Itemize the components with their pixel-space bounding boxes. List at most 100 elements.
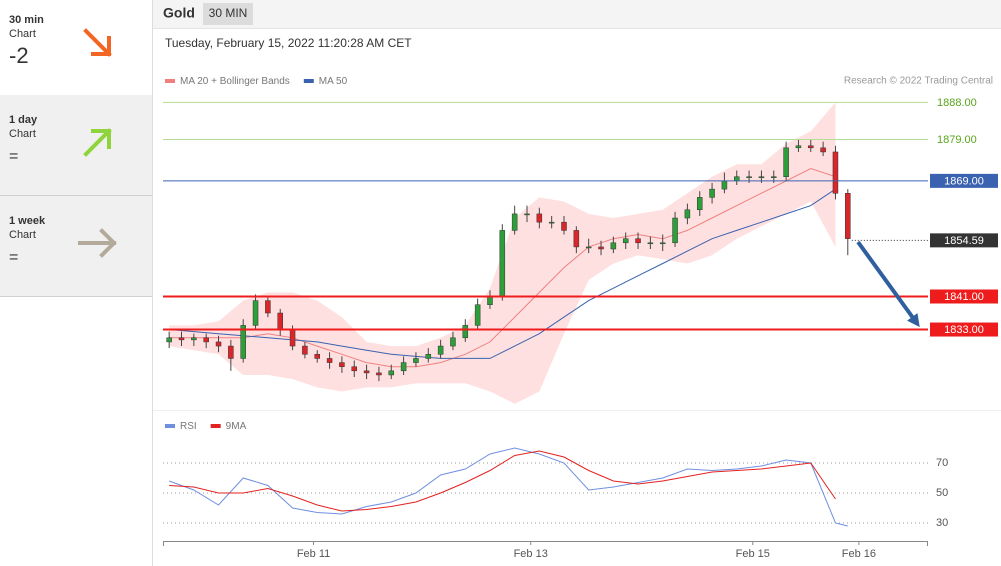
candle-body bbox=[302, 345, 308, 355]
candle-body bbox=[314, 354, 320, 359]
candle-body bbox=[783, 147, 789, 177]
candle-body bbox=[734, 176, 740, 182]
candle-body bbox=[252, 300, 259, 326]
candle-body bbox=[474, 304, 481, 326]
y-tick-label: 50 bbox=[936, 487, 948, 499]
legend-entry: 9MA bbox=[226, 421, 247, 432]
signal: = bbox=[9, 148, 18, 165]
candle-body bbox=[499, 230, 506, 297]
forecast-arrow bbox=[856, 240, 920, 328]
panel[interactable]: 30 min Chart -2 bbox=[0, 0, 152, 95]
source: Research © 2022 Trading Central bbox=[844, 76, 993, 87]
candle-body bbox=[450, 337, 456, 347]
level-label: 1833.00 bbox=[944, 324, 984, 336]
level-label: 1854.59 bbox=[944, 235, 984, 247]
arrow-right bbox=[78, 228, 117, 258]
candle-body bbox=[845, 192, 851, 239]
candle-body bbox=[265, 300, 271, 314]
candle-body bbox=[808, 145, 814, 149]
legend-swatch bbox=[210, 424, 221, 428]
legend-swatch bbox=[165, 424, 175, 428]
candle-body bbox=[635, 238, 641, 244]
candle-body bbox=[561, 221, 567, 231]
panel[interactable]: 1 week Chart = bbox=[0, 196, 152, 296]
candle-body bbox=[758, 176, 765, 178]
period: 1 week bbox=[9, 215, 46, 227]
signal: = bbox=[9, 249, 18, 266]
candle-body bbox=[166, 337, 172, 343]
candle-body bbox=[672, 217, 678, 244]
timeframe-pill[interactable] bbox=[203, 3, 253, 25]
candle-body bbox=[339, 362, 345, 367]
candle-body bbox=[524, 213, 530, 216]
candle-body bbox=[610, 242, 617, 250]
legend-swatch bbox=[165, 79, 175, 83]
candle-body bbox=[228, 345, 234, 359]
level-label: 1888.00 bbox=[937, 97, 977, 109]
overlay: 1888.00 1879.00 1869.00 1854.59 1841.00 1833.… bbox=[163, 76, 998, 560]
candle-body bbox=[413, 358, 419, 363]
x-tick-label: Feb 11 bbox=[297, 548, 330, 560]
candle-body bbox=[376, 372, 382, 376]
candle-body bbox=[721, 180, 728, 190]
candle-body bbox=[191, 337, 197, 341]
candle-body bbox=[832, 151, 839, 194]
candle-body bbox=[351, 366, 357, 372]
timeframe: 30 MIN bbox=[209, 6, 248, 20]
candle-body bbox=[659, 242, 666, 245]
candle-body bbox=[203, 337, 209, 343]
candle-body bbox=[487, 296, 493, 306]
ma-line bbox=[169, 188, 836, 359]
candle-body bbox=[647, 242, 654, 245]
period: 30 min bbox=[9, 14, 44, 26]
candle-body bbox=[622, 238, 629, 244]
candle-body bbox=[771, 176, 777, 178]
candle-body bbox=[820, 147, 826, 153]
y-tick-label: 30 bbox=[936, 517, 948, 529]
timestamp: Tuesday, February 15, 2022 11:20:28 AM C… bbox=[165, 36, 412, 50]
candle-body bbox=[289, 329, 296, 347]
candle-body bbox=[215, 341, 222, 347]
price-plot bbox=[166, 102, 851, 404]
legend-entry: RSI bbox=[180, 421, 197, 432]
panel-label: Chart bbox=[9, 28, 36, 40]
candle-body bbox=[437, 345, 444, 355]
x-tick-label: Feb 16 bbox=[842, 548, 876, 560]
legend-entry: MA 20 + Bollinger Bands bbox=[180, 76, 290, 87]
candle-body bbox=[277, 312, 283, 330]
candle-body bbox=[585, 246, 592, 249]
panel-bg bbox=[0, 196, 152, 296]
x-tick-label: Feb 13 bbox=[514, 548, 548, 560]
header-bar bbox=[153, 0, 1001, 28]
candle-body bbox=[326, 358, 333, 363]
candle-body bbox=[598, 246, 604, 250]
candle-body bbox=[709, 188, 715, 198]
candle-body bbox=[240, 325, 246, 359]
level-label: 1869.00 bbox=[944, 175, 984, 187]
candle-body bbox=[573, 230, 580, 248]
candle-body bbox=[795, 145, 802, 149]
x-tick-label: Feb 15 bbox=[736, 548, 770, 560]
candle-body bbox=[696, 197, 703, 211]
indicator-line bbox=[169, 450, 836, 512]
panel-label: Chart bbox=[9, 229, 36, 241]
panel-label: Chart bbox=[9, 128, 36, 140]
candle-body bbox=[746, 176, 752, 178]
arrow-down-right bbox=[83, 28, 112, 57]
panel-bg bbox=[0, 95, 152, 195]
level-box bbox=[930, 289, 998, 304]
candle-body bbox=[178, 337, 185, 341]
instrument: Gold bbox=[163, 5, 195, 21]
period: 1 day bbox=[9, 114, 38, 126]
panel-bg bbox=[0, 0, 152, 95]
candle-body bbox=[536, 213, 543, 223]
candle-body bbox=[363, 370, 370, 374]
indicator-line bbox=[169, 447, 848, 527]
arrow-up-right bbox=[83, 128, 112, 157]
panel[interactable]: 1 day Chart = bbox=[0, 95, 152, 195]
signal: -2 bbox=[9, 43, 29, 68]
legend-swatch bbox=[303, 79, 314, 83]
candle-body bbox=[388, 370, 395, 376]
candle-body bbox=[462, 325, 469, 339]
